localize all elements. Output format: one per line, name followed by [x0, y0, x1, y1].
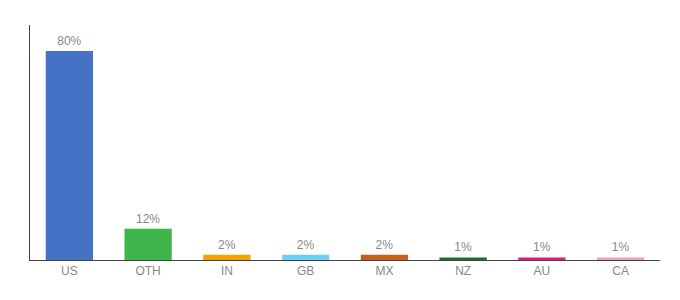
svg-text:US: US — [61, 264, 78, 278]
svg-text:1%: 1% — [533, 240, 551, 254]
svg-text:2%: 2% — [297, 238, 315, 252]
svg-text:MX: MX — [375, 264, 393, 278]
svg-text:GB: GB — [297, 264, 314, 278]
svg-text:12%: 12% — [136, 212, 160, 226]
svg-text:OTH: OTH — [135, 264, 160, 278]
svg-text:1%: 1% — [454, 240, 472, 254]
svg-text:1%: 1% — [612, 240, 630, 254]
svg-text:2%: 2% — [376, 238, 394, 252]
svg-text:2%: 2% — [218, 238, 236, 252]
svg-text:80%: 80% — [57, 34, 81, 48]
svg-text:CA: CA — [612, 264, 629, 278]
svg-text:NZ: NZ — [455, 264, 471, 278]
svg-text:IN: IN — [221, 264, 233, 278]
svg-text:AU: AU — [534, 264, 551, 278]
